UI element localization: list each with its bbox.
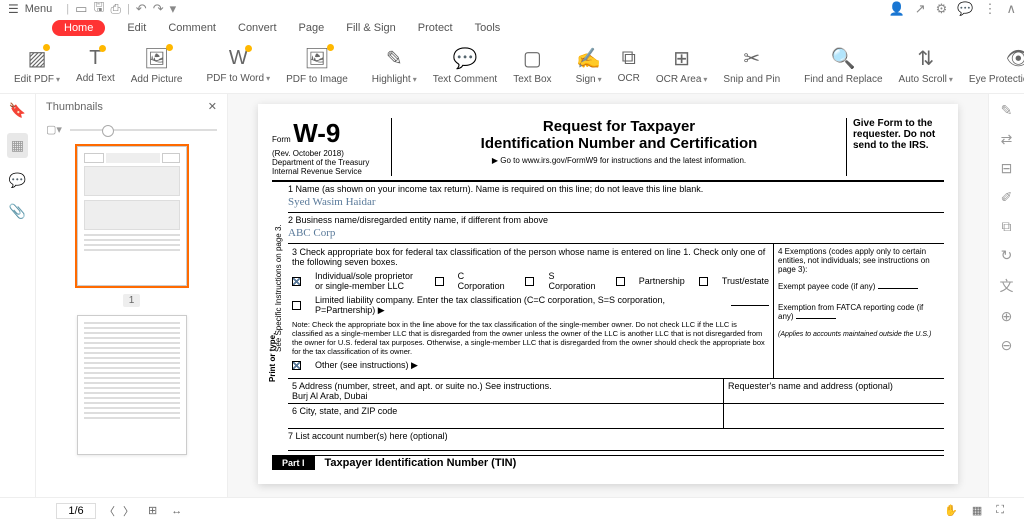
annotate-tool-icon[interactable]: ✐ xyxy=(1001,189,1013,206)
part1-label: Part I xyxy=(272,456,315,470)
field-address[interactable]: Burj Al Arab, Dubai xyxy=(292,391,719,401)
zoomout-tool-icon[interactable]: ⊖ xyxy=(1001,337,1013,354)
rotate-tool-icon[interactable]: ↻ xyxy=(1001,247,1013,264)
fullscreen-icon[interactable]: ⛶ xyxy=(996,504,1004,517)
addpicture-button[interactable]: 🖼Add Picture xyxy=(123,44,191,87)
convert-tool-icon[interactable]: ⇄ xyxy=(1001,131,1013,148)
checkbox-partnership[interactable] xyxy=(616,277,625,286)
zoomin-tool-icon[interactable]: ⊕ xyxy=(1001,308,1013,325)
tab-protect[interactable]: Protect xyxy=(418,22,453,34)
comment-list-icon[interactable]: 💬 xyxy=(9,172,26,189)
open-icon[interactable]: ▭ xyxy=(75,1,87,17)
thumb-page-number: 1 xyxy=(123,294,141,307)
compress-tool-icon[interactable]: ⊟ xyxy=(1001,160,1013,177)
attachment-icon[interactable]: 📎 xyxy=(9,203,26,220)
dropdown-icon[interactable]: ▾ xyxy=(170,1,177,17)
user-icon[interactable]: 👤 xyxy=(889,1,905,17)
tab-comment[interactable]: Comment xyxy=(168,22,216,34)
ocr-button[interactable]: ⧉OCR xyxy=(610,45,648,86)
thumb-zoom-slider[interactable] xyxy=(70,129,217,131)
checkbox-individual[interactable] xyxy=(292,277,301,286)
highlight-button[interactable]: ✎Highlight▾ xyxy=(364,44,425,87)
findreplace-button[interactable]: 🔍Find and Replace xyxy=(796,44,890,87)
thumbnail-page-1[interactable] xyxy=(77,146,187,286)
print-icon[interactable]: ⎙ xyxy=(111,1,121,17)
addtext-button[interactable]: TAdd Text xyxy=(68,45,123,86)
page-input[interactable] xyxy=(56,503,96,519)
checkbox-llc[interactable] xyxy=(292,301,301,310)
document-area[interactable]: Form W-9 (Rev. October 2018) Department … xyxy=(228,94,988,523)
redo-icon[interactable]: ↷ xyxy=(153,1,164,17)
bookmark-icon[interactable]: 🔖 xyxy=(9,102,26,119)
sign-button[interactable]: ✍Sign▾ xyxy=(568,44,610,87)
autoscroll-button[interactable]: ⇅Auto Scroll▾ xyxy=(891,44,961,87)
save-icon[interactable]: 🖫 xyxy=(93,0,104,20)
feedback-icon[interactable]: 💬 xyxy=(957,1,973,17)
pdftoimage-button[interactable]: 🖼PDF to Image xyxy=(278,44,356,87)
tab-home[interactable]: Home xyxy=(52,20,105,36)
menu-label[interactable]: Menu xyxy=(25,3,53,15)
checkbox-scorp[interactable] xyxy=(525,277,534,286)
fit-width-icon[interactable]: ↔ xyxy=(171,505,182,517)
undo-icon[interactable]: ↶ xyxy=(136,1,147,17)
pdf-page: Form W-9 (Rev. October 2018) Department … xyxy=(258,104,958,484)
tab-convert[interactable]: Convert xyxy=(238,22,277,34)
more-icon[interactable]: ⋮ xyxy=(983,1,996,17)
thumbnails-icon[interactable]: ▦ xyxy=(7,133,28,158)
thumbnail-page-2[interactable] xyxy=(77,315,187,455)
fit-page-icon[interactable]: ⊞ xyxy=(148,504,157,517)
share-icon[interactable]: ↗ xyxy=(915,1,926,17)
eyeprotect-button[interactable]: 👁Eye Protection Mode▾ xyxy=(961,44,1024,87)
form-title: W-9 xyxy=(293,118,340,148)
thumb-options-icon[interactable]: ▢▾ xyxy=(46,123,62,136)
checkbox-trust[interactable] xyxy=(699,277,708,286)
thumbnails-title: Thumbnails xyxy=(46,101,103,113)
merge-tool-icon[interactable]: ⧉ xyxy=(1002,218,1012,235)
edit-tool-icon[interactable]: ✎ xyxy=(1001,102,1013,119)
textbox-button[interactable]: ▢Text Box xyxy=(505,44,559,87)
tab-fillsign[interactable]: Fill & Sign xyxy=(346,22,396,34)
chevron-icon[interactable]: ∧ xyxy=(1006,1,1016,17)
tab-page[interactable]: Page xyxy=(299,22,325,34)
checkbox-other[interactable] xyxy=(292,361,301,370)
editpdf-button[interactable]: ▨Edit PDF▾ xyxy=(6,44,68,87)
field-business[interactable]: ABC Corp xyxy=(288,225,944,241)
checkbox-ccorp[interactable] xyxy=(435,277,444,286)
pdftoword-button[interactable]: WPDF to Word▾ xyxy=(198,45,278,86)
tab-edit[interactable]: Edit xyxy=(127,22,146,34)
tab-tools[interactable]: Tools xyxy=(475,22,501,34)
hand-tool-icon[interactable]: ✋ xyxy=(944,504,958,517)
snippin-button[interactable]: ✂Snip and Pin xyxy=(715,44,788,87)
translate-tool-icon[interactable]: 文 xyxy=(1000,276,1014,296)
ocrarea-button[interactable]: ⊞OCR Area▾ xyxy=(648,44,716,87)
next-page-icon[interactable]: 〉 xyxy=(123,503,134,519)
settings-icon[interactable]: ⚙ xyxy=(936,1,948,17)
view-mode-icon[interactable]: ▦ xyxy=(972,504,982,517)
hamburger-icon[interactable]: ☰ xyxy=(8,2,19,16)
field-name[interactable]: Syed Wasim Haidar xyxy=(288,194,944,210)
textcomment-button[interactable]: 💬Text Comment xyxy=(425,44,505,87)
prev-page-icon[interactable]: 〈 xyxy=(104,503,115,519)
close-thumbnails-icon[interactable]: ✕ xyxy=(208,100,217,113)
